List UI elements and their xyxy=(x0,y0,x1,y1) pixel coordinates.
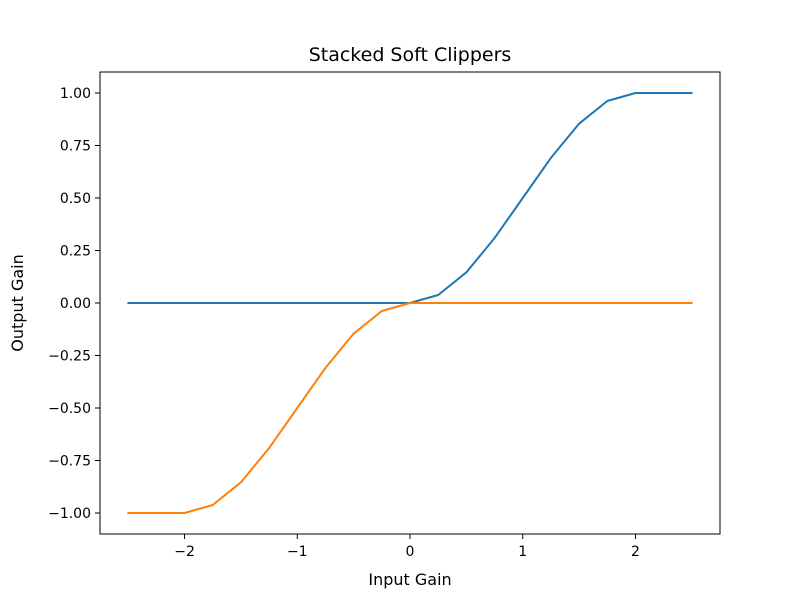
y-tick-label: 0.25 xyxy=(60,244,91,260)
y-tick-label: −1.00 xyxy=(48,506,91,522)
y-axis-ticks: 1.00 0.75 0.50 0.25 0.00 −0.25 −0.50 −0.75 −1.00 xyxy=(48,86,100,522)
plot-frame xyxy=(99,71,721,535)
y-tick-label: 1.00 xyxy=(60,86,91,102)
y-tick-label: −0.50 xyxy=(48,401,91,417)
y-tick-label: 0.00 xyxy=(60,296,91,312)
x-tick-label: −1 xyxy=(287,544,308,560)
y-tick-label: 0.50 xyxy=(60,191,91,207)
x-tick-label: 2 xyxy=(631,544,640,560)
series-layer xyxy=(127,92,693,514)
x-axis-label: Input Gain xyxy=(368,570,451,589)
y-tick-label: −0.25 xyxy=(48,349,91,365)
chart-title: Stacked Soft Clippers xyxy=(309,44,512,66)
x-tick-label: 1 xyxy=(518,544,527,560)
y-tick-label: 0.75 xyxy=(60,139,91,155)
series-line-2 xyxy=(127,302,693,514)
x-tick-label: 0 xyxy=(406,544,415,560)
y-tick-label: −0.75 xyxy=(48,454,91,470)
y-axis-label: Output Gain xyxy=(8,254,27,351)
x-tick-label: −2 xyxy=(174,544,195,560)
x-axis-ticks: −2 −1 0 1 2 xyxy=(174,534,640,560)
